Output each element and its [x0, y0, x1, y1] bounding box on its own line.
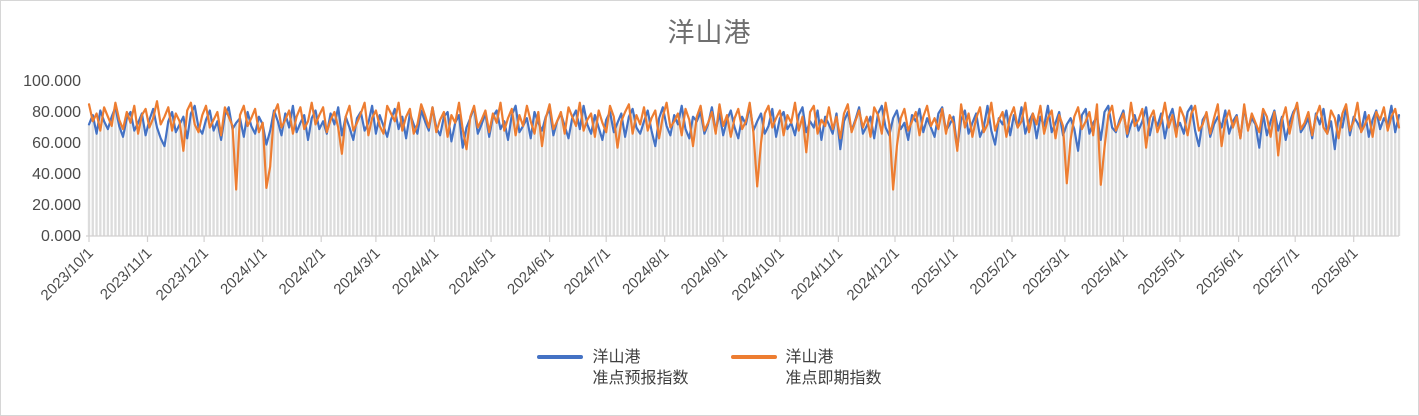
legend-label-line1: 洋山港	[785, 349, 834, 366]
x-axis-label: 2025/4/1	[1078, 245, 1131, 298]
legend-entry-spot-index: 洋山港 准点即期指数	[730, 347, 882, 389]
x-axis-label: 2024/4/1	[389, 245, 442, 298]
x-axis-label: 2023/12/1	[153, 245, 212, 304]
legend-label-forecast-index: 洋山港 准点预报指数	[592, 347, 688, 389]
x-axis-label: 2025/8/1	[1308, 245, 1361, 298]
x-axis-label: 2024/12/1	[844, 245, 903, 304]
x-axis-label: 2025/5/1	[1135, 245, 1188, 298]
x-axis-label: 2024/7/1	[561, 245, 614, 298]
x-axis-label: 2024/1/1	[217, 245, 270, 298]
legend: 洋山港 准点预报指数 洋山港 准点即期指数	[1, 347, 1418, 389]
x-axis-label: 2024/10/1	[729, 245, 788, 304]
x-axis-label: 2025/3/1	[1019, 245, 1072, 298]
x-axis-label: 2025/6/1	[1193, 245, 1246, 298]
legend-label-spot-index: 洋山港 准点即期指数	[786, 347, 882, 389]
x-axis-label: 2024/8/1	[619, 245, 672, 298]
legend-label-line2: 准点即期指数	[785, 370, 882, 387]
legend-line-swatch-orange	[730, 355, 777, 359]
legend-line-swatch-blue	[537, 355, 584, 359]
y-axis-label: 80.000	[32, 104, 81, 121]
x-axis-label: 2024/5/1	[446, 245, 499, 298]
x-axis-label: 2024/9/1	[678, 245, 731, 298]
x-axis-label: 2023/10/1	[38, 245, 97, 304]
x-axis-label: 2025/1/1	[908, 245, 961, 298]
y-axis: 0.000 20.000 40.000 60.000 80.000 100.000	[23, 73, 81, 245]
background-bars	[87, 105, 1401, 237]
y-axis-label: 60.000	[32, 135, 81, 152]
x-axis-label: 2025/2/1	[967, 245, 1020, 298]
x-axis-label: 2024/6/1	[504, 245, 557, 298]
x-axis-label: 2025/7/1	[1250, 245, 1303, 298]
series-line-1	[87, 100, 1401, 191]
legend-label-line1: 洋山港	[592, 349, 641, 366]
chart-title: 洋山港	[667, 18, 752, 48]
x-axis-label: 2024/3/1	[330, 245, 383, 298]
y-axis-label: 40.000	[32, 166, 81, 183]
x-axis-label: 2024/2/1	[276, 245, 329, 298]
x-axis-label: 2024/11/1	[788, 245, 846, 303]
y-axis-label: 0.000	[41, 228, 81, 245]
x-axis-label: 2023/11/1	[97, 245, 155, 303]
y-axis-label: 100.000	[23, 73, 81, 90]
legend-entry-forecast-index: 洋山港 准点预报指数	[537, 347, 689, 389]
series-line-0	[87, 104, 1401, 152]
legend-label-line2: 准点预报指数	[592, 370, 689, 387]
y-axis-label: 20.000	[32, 197, 81, 214]
